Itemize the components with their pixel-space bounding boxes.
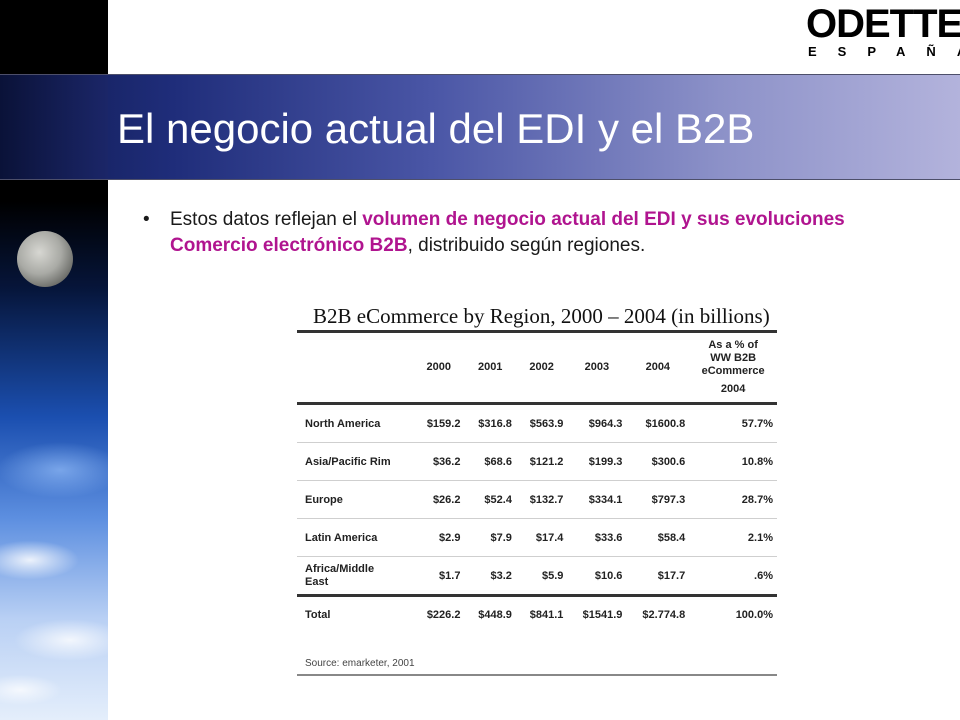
logo-espana: ESPAÑA (808, 44, 960, 59)
header-share-line: WW B2B (710, 351, 757, 364)
share-cell: .6% (689, 556, 777, 596)
value-cell: $17.4 (515, 518, 568, 557)
table-row: Latin America $2.9 $7.9 $17.4 $33.6 $58.… (297, 518, 777, 557)
value-cell: $964.3 (567, 403, 627, 443)
table-top-rule (297, 330, 777, 333)
value-cell: $132.7 (515, 480, 568, 519)
page-title: El negocio actual del EDI y el B2B (117, 105, 755, 152)
value-cell: $159.2 (413, 403, 465, 443)
total-share-cell: 100.0% (735, 609, 773, 621)
bullet-highlight: volumen de negocio actual del EDI y sus … (170, 209, 845, 256)
header-share-line: eCommerce (701, 364, 765, 377)
table-header-row: 2000 2001 2002 2003 2004 As a % of WW B2… (297, 332, 777, 405)
table-total-row: Total $226.2 $448.9 $841.1 $1541.9 $2.77… (297, 595, 777, 634)
header-year: 2000 (413, 332, 465, 405)
table-row: Asia/Pacific Rim $36.2 $68.6 $121.2 $199… (297, 442, 777, 481)
value-cell: $199.3 (567, 442, 627, 481)
value-cell: $334.1 (567, 480, 627, 519)
table-row: North America $159.2 $316.8 $563.9 $964.… (297, 403, 777, 443)
value-cell: $1600.8 (626, 403, 690, 443)
header-empty-cell (297, 332, 413, 405)
share-cell: 57.7% (689, 403, 777, 443)
value-cell: $121.2 (515, 442, 568, 481)
header-share: As a % of WW B2B eCommerce 2004 (689, 332, 777, 405)
value-cell: $316.8 (464, 403, 516, 443)
value-cell: $58.4 (626, 518, 690, 557)
value-cell: $7.9 (464, 518, 516, 557)
value-cell: $36.2 (413, 442, 465, 481)
bullet-text-end: , distribuido según regiones. (407, 235, 646, 256)
value-cell: $68.6 (464, 442, 516, 481)
value-cell: $10.6 (567, 556, 627, 596)
bullet-text-start: Estos datos reflejan el (170, 209, 363, 230)
value-cell: $26.2 (413, 480, 465, 519)
value-cell: $33.6 (567, 518, 627, 557)
table-title: B2B eCommerce by Region, 2000 – 2004 (in… (313, 304, 770, 328)
banner-left-block (0, 75, 108, 179)
title-banner (0, 74, 960, 180)
share-cell: 2.1% (689, 518, 777, 557)
header-year: 2002 (515, 332, 568, 405)
share-cell: 28.7% (689, 480, 777, 519)
share-cell: 10.8% (689, 442, 777, 481)
table-row: Europe $26.2 $52.4 $132.7 $334.1 $797.3 … (297, 480, 777, 519)
header-year: 2003 (567, 332, 627, 405)
region-label-line: East (305, 575, 329, 588)
value-cell: $1.7 (413, 556, 465, 596)
region-label-line: Africa/Middle (305, 562, 375, 575)
value-cell: $5.9 (515, 556, 568, 596)
table-source: Source: emarketer, 2001 (305, 658, 415, 669)
region-label: North America (297, 403, 413, 443)
region-label: Europe (297, 480, 413, 519)
moon-image (17, 231, 73, 287)
total-cell: $1541.9 (582, 609, 623, 621)
logo-odette: ODETTE (806, 2, 960, 46)
region-label: Africa/Middle East (297, 556, 413, 596)
bullet-marker: • (143, 209, 150, 230)
value-cell: $797.3 (626, 480, 690, 519)
value-cell: $3.2 (464, 556, 516, 596)
region-label: Latin America (297, 518, 413, 557)
header-share-line: 2004 (720, 382, 746, 395)
value-cell: $52.4 (464, 480, 516, 519)
table-bottom-rule (297, 674, 777, 676)
table-row: Africa/Middle East $1.7 $3.2 $5.9 $10.6 … (297, 556, 777, 596)
value-cell: $300.6 (626, 442, 690, 481)
total-label: Total (305, 609, 331, 621)
header-year: 2001 (464, 332, 516, 405)
header-year: 2004 (626, 332, 690, 405)
header-share-line: As a % of (708, 338, 758, 351)
total-cell: $2.774.8 (642, 609, 686, 621)
value-cell: $17.7 (626, 556, 690, 596)
region-table: 2000 2001 2002 2003 2004 As a % of WW B2… (297, 332, 777, 633)
total-cell: $841.1 (529, 609, 564, 621)
bullet-text: Estos datos reflejan el volumen de negoc… (170, 207, 930, 259)
region-label: Asia/Pacific Rim (297, 442, 413, 481)
value-cell: $2.9 (413, 518, 465, 557)
value-cell: $563.9 (515, 403, 568, 443)
ecommerce-table-figure: B2B eCommerce by Region, 2000 – 2004 (in… (297, 296, 777, 680)
total-cell: $226.2 (426, 609, 461, 621)
total-cell: $448.9 (478, 609, 512, 621)
